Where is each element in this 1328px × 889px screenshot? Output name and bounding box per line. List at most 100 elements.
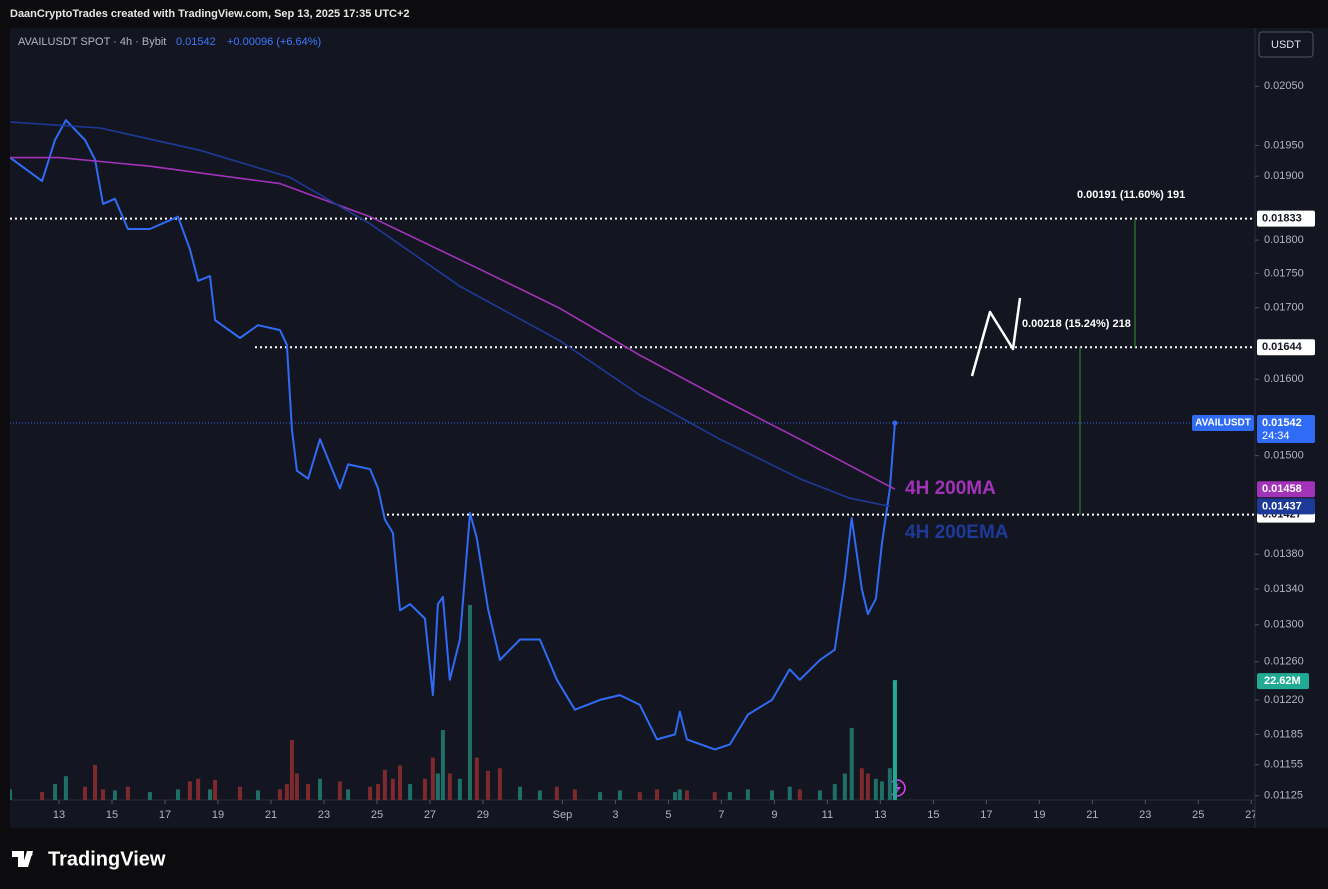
level-tag-box <box>1257 339 1315 356</box>
volume-bar <box>40 792 45 800</box>
volume-bar <box>255 790 260 800</box>
symbol-tag: AVAILUSDT <box>1195 418 1251 429</box>
y-tick-label: 0.01185 <box>1264 728 1303 740</box>
x-tick-label: 11 <box>822 809 833 821</box>
volume-bar <box>289 740 294 800</box>
logo-dot <box>27 851 33 857</box>
volume-bar <box>797 789 802 800</box>
ma-label: 4H 200MA <box>905 478 996 499</box>
volume-bar <box>887 768 892 800</box>
x-tick-label: 5 <box>665 809 671 821</box>
volume-bar <box>467 604 472 800</box>
volume-bar <box>277 789 282 800</box>
volume-bar <box>100 789 105 800</box>
volume-bar <box>537 790 542 800</box>
header-price: 0.01542 <box>176 36 216 48</box>
x-tick-label: 21 <box>265 809 277 821</box>
volume-bar <box>873 778 878 800</box>
volume-bar <box>382 769 387 800</box>
x-tick-label: 13 <box>53 809 65 821</box>
level-tag: 0.01833 <box>1262 213 1302 225</box>
countdown: 24:34 <box>1262 430 1290 442</box>
x-tick-label: 9 <box>771 809 777 821</box>
ema-tag: 0.01437 <box>1262 500 1302 512</box>
volume-bar <box>422 778 427 800</box>
volume-bar <box>769 790 774 800</box>
y-tick-label: 0.01800 <box>1264 234 1304 246</box>
measure-label: 0.00191 (11.60%) 191 <box>1077 189 1185 201</box>
series-line <box>10 121 891 508</box>
volume-bar <box>655 789 660 800</box>
level-tag: 0.01644 <box>1262 341 1303 353</box>
volume-bar <box>485 770 490 800</box>
volume-bar <box>112 790 117 800</box>
series-line <box>10 156 896 490</box>
y-tick-label: 0.01600 <box>1264 373 1304 385</box>
volume-bar <box>745 789 750 800</box>
volume-bar <box>376 784 381 800</box>
volume-bar <box>865 773 870 800</box>
volume-bar <box>554 786 559 800</box>
currency-box[interactable] <box>1258 31 1314 58</box>
volume-bar <box>398 765 403 800</box>
volume-bar <box>727 792 732 800</box>
ma-tag-box <box>1257 481 1315 498</box>
volume-bar <box>317 778 322 800</box>
x-tick-label: 7 <box>718 809 724 821</box>
logo <box>12 851 33 867</box>
volume-bar <box>175 789 180 800</box>
volume-bar <box>677 789 682 800</box>
currency[interactable]: USDT <box>1271 39 1301 51</box>
price-tag-box <box>1257 414 1315 443</box>
chart-panel <box>10 28 1328 828</box>
measure-label: 0.00218 (15.24%) 218 <box>1022 318 1131 330</box>
x-tick-label: 15 <box>106 809 118 821</box>
y-tick-label: 0.01125 <box>1264 790 1303 802</box>
volume-bar <box>337 781 342 800</box>
volume-bar <box>497 768 502 800</box>
y-tick-label: 0.02050 <box>1264 80 1304 92</box>
x-tick-label: 23 <box>1139 809 1151 821</box>
volume-bar <box>284 784 289 800</box>
x-tick-label: 15 <box>927 809 939 821</box>
x-tick-label: 19 <box>212 809 224 821</box>
volume-bar <box>617 790 622 800</box>
volume-bar <box>294 773 299 800</box>
volume-bar <box>408 784 413 800</box>
x-tick-label: 21 <box>1086 809 1098 821</box>
y-tick-label: 0.01380 <box>1264 548 1304 560</box>
volume-bar <box>82 786 87 800</box>
x-tick-label: 3 <box>612 809 618 821</box>
y-tick-label: 0.01260 <box>1264 656 1304 668</box>
volume-bar <box>93 765 98 800</box>
ema-label: 4H 200EMA <box>905 522 1009 543</box>
x-tick-label: 25 <box>1192 809 1204 821</box>
volume-bar <box>125 786 130 800</box>
volume-bar <box>879 781 884 800</box>
level-tag-box <box>1257 210 1315 227</box>
volume-tag-box <box>1257 673 1309 690</box>
volume-bar <box>637 792 642 800</box>
volume-bar <box>787 786 792 800</box>
drawing <box>970 297 1022 377</box>
x-tick-label: 17 <box>980 809 992 821</box>
brand: TradingView <box>48 848 166 870</box>
credit: DaanCryptoTrades created with TradingVie… <box>10 8 410 20</box>
y-tick-label: 0.01700 <box>1264 302 1304 314</box>
y-tick-label: 0.01500 <box>1264 450 1304 462</box>
ema-tag-box <box>1257 498 1315 515</box>
volume-bar <box>147 792 152 800</box>
plot <box>10 119 1255 800</box>
volume-bar <box>187 781 192 800</box>
last-point <box>892 420 898 426</box>
ma-tag: 0.01458 <box>1262 483 1302 495</box>
volume-bar <box>440 730 445 800</box>
volume-bar <box>712 792 717 800</box>
volume-bar <box>457 778 462 800</box>
volume-bar <box>598 792 603 800</box>
x-tick-label: 19 <box>1033 809 1045 821</box>
volume-bar <box>518 786 523 800</box>
volume-bar <box>430 757 435 800</box>
x-tick-label: 13 <box>874 809 886 821</box>
